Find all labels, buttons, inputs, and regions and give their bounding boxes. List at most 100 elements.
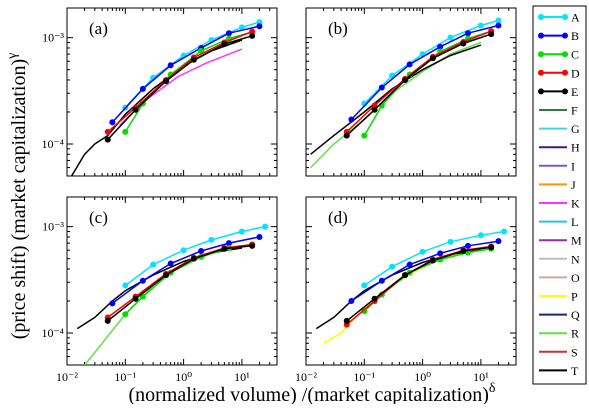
plot-frame [66,7,278,177]
data-point-B [464,242,471,249]
plot-frame [305,7,517,177]
data-point-E [190,56,197,63]
series-line-E [107,35,253,141]
x-axis-label: (normalized volume) /(market capitalizat… [128,381,495,404]
data-point-E [460,40,467,47]
data-point-C [122,128,129,135]
legend-label: E [571,85,578,99]
data-point-A [208,236,215,243]
series-group [70,19,263,176]
legend-label: B [571,29,579,43]
data-point-B [406,261,413,268]
data-point-E [163,78,170,85]
data-point-C [361,132,368,139]
legend-entry-T: T [539,364,579,378]
legend-frame [532,5,587,385]
legend-label: J [571,178,576,192]
legend-label: F [571,104,578,118]
data-point-A [477,232,484,239]
data-point-A [262,223,269,230]
data-point-B [348,116,355,123]
legend-marker [562,88,568,95]
data-point-B [437,250,444,257]
x-tick-label: 10¹ [234,370,250,384]
series-line-E [346,33,492,137]
series-line-E [346,246,492,322]
legend-marker [538,14,544,20]
legend-entry-C: C [538,48,579,62]
legend-entry-K: K [539,197,580,211]
series-group [76,223,269,365]
legend-label: L [571,215,578,229]
series-line-B [350,240,499,302]
data-point-E [488,31,495,38]
y-tick-label: 10⁻⁴ [41,137,64,151]
data-point-B [437,43,444,50]
data-point-E [402,76,409,83]
x-tick-label: 10¹ [473,370,489,384]
series-line-D [346,245,492,326]
y-tick-label: 10⁻³ [42,220,64,234]
legend-marker [538,32,544,39]
data-point-E [343,317,350,324]
x-tick-label: 10⁻¹ [114,370,136,384]
series-line-T [315,249,481,330]
data-point-B [167,260,174,267]
legend-marker [538,88,544,95]
legend-label: P [571,290,578,304]
data-point-E [163,272,170,279]
legend-entry-Q: Q [539,308,580,322]
data-point-A [477,22,484,29]
legend-label: T [571,364,579,378]
series-line-B [111,236,260,304]
data-point-A [501,228,508,235]
legend-label: S [571,345,578,359]
y-tick-label: 10⁻³ [42,31,64,45]
legend-marker [538,69,544,76]
legend-label: I [571,159,575,173]
plot-frame [305,196,517,366]
data-point-A [238,228,245,235]
legend-entry-R: R [539,327,579,341]
series-line-P [323,249,482,344]
data-point-A [256,19,263,26]
legend-marker [562,32,568,39]
legend-entry-G: G [539,122,580,136]
legend-entry-S: S [539,345,578,359]
data-point-B [139,85,146,92]
panel-3: 10⁻² 10⁻¹ 10⁰ 10¹ 10⁻⁴ 10⁻³ (c) [41,196,278,384]
data-point-A [447,238,454,245]
data-point-B [464,30,471,37]
data-point-D [371,102,378,109]
legend-label: R [571,327,579,341]
x-tick-label: 10⁻² [56,370,78,384]
legend-entry-N: N [539,252,580,266]
legend-entry-A: A [538,11,580,25]
series-line-T [70,39,243,176]
data-point-E [402,272,409,279]
data-point-E [429,257,436,264]
data-point-E [460,248,467,255]
legend-marker [562,51,568,58]
data-point-B [378,277,385,284]
series-line-B [111,25,260,123]
series-line-A [363,19,499,105]
data-point-A [180,247,187,254]
legend-entry-L: L [539,215,578,229]
series-line-D [107,30,253,133]
panel-4: 10⁻² 10⁻¹ 10⁰ 10¹ (d) [295,196,517,384]
series-line-E [107,245,253,322]
panel-label: (b) [328,19,348,38]
series-line-T [76,247,243,330]
legend-marker [562,14,568,20]
data-point-E [371,106,378,113]
data-point-E [104,317,111,324]
data-point-B [256,233,263,240]
data-point-D [104,128,111,135]
panel-label: (a) [89,19,108,38]
data-point-B [225,30,232,37]
series-line-K [119,48,243,126]
